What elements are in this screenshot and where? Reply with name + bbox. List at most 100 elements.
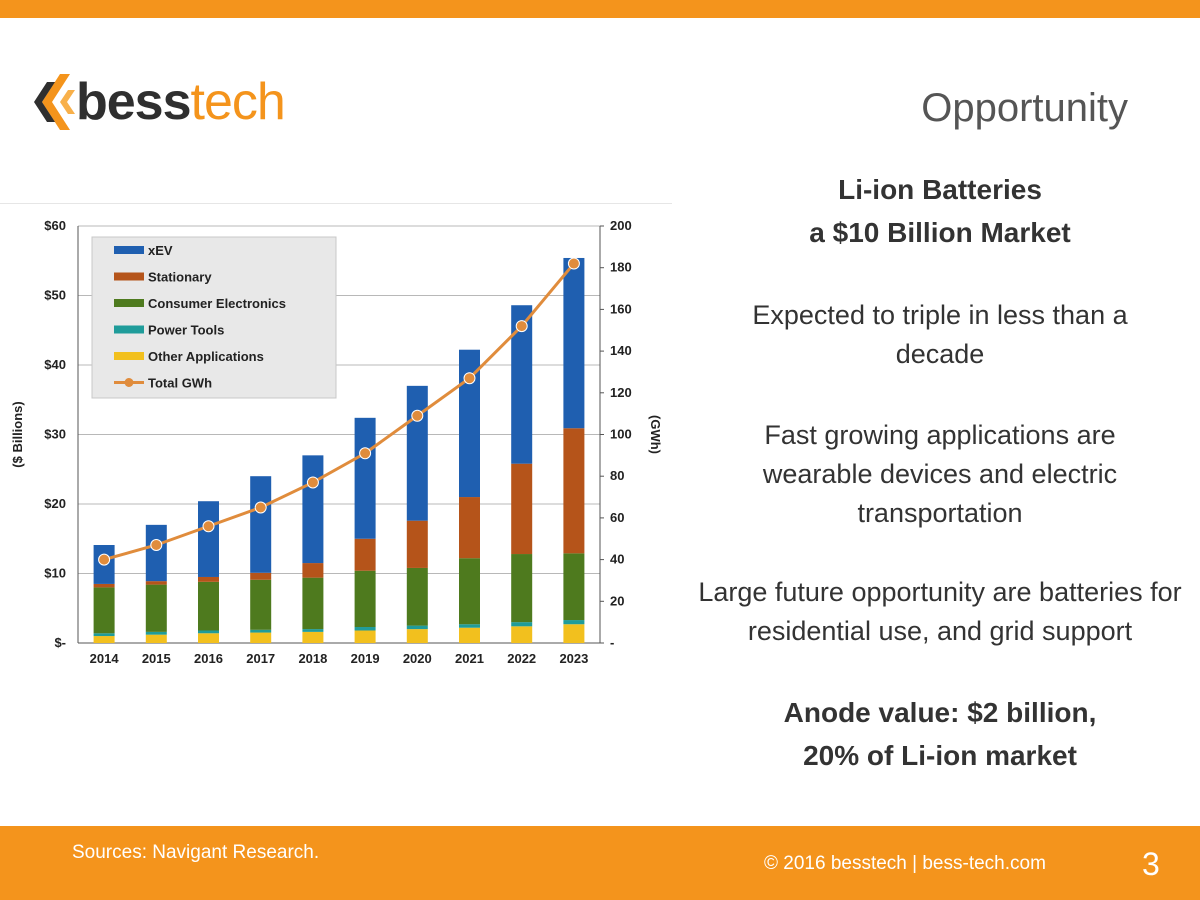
logo-wordmark-part2: tech <box>190 73 286 131</box>
bar-segment <box>93 636 115 643</box>
bar-segment <box>563 624 585 643</box>
x-tick-label: 2017 <box>246 651 275 666</box>
bar-segment <box>511 622 533 627</box>
bottom-accent-bar <box>0 826 1200 900</box>
bar-segment <box>354 630 376 643</box>
y2-tick-label: 140 <box>610 343 632 358</box>
bar-segment <box>354 538 376 571</box>
bar-segment <box>198 581 219 631</box>
total-gwh-point <box>359 447 372 460</box>
total-gwh-point <box>411 409 424 422</box>
total-gwh-line <box>103 262 576 562</box>
bar-segment <box>145 581 167 585</box>
bar-segment <box>563 428 585 554</box>
bar-segment <box>93 633 115 637</box>
bar-segment <box>93 587 115 634</box>
logo-chevron-icon <box>34 74 75 130</box>
bar-segment <box>302 577 324 630</box>
y2-tick-label: 120 <box>610 385 632 400</box>
bar-segment <box>302 631 324 643</box>
anode-value-line2: 20% of Li-ion market <box>803 740 1077 771</box>
point-triple: Expected to triple in less than a decade <box>752 300 1128 369</box>
bar-segment <box>302 455 324 564</box>
x-tick-label: 2014 <box>90 651 120 666</box>
bar-segment <box>198 576 219 582</box>
x-tick-label: 2022 <box>507 651 536 666</box>
x-tick-label: 2015 <box>142 651 171 666</box>
bar-segment <box>250 632 272 643</box>
y-tick-label: $50 <box>44 288 66 303</box>
headline-line2: a $10 Billion Market <box>809 217 1071 248</box>
legend-swatch <box>114 246 144 254</box>
total-gwh-point <box>515 320 528 333</box>
total-gwh-point <box>306 476 319 489</box>
bar-segment <box>250 579 272 630</box>
point-applications: Fast growing applications are wearable d… <box>762 420 1118 528</box>
y-tick-label: $30 <box>44 427 66 442</box>
bar-segment <box>354 627 376 631</box>
bar-segment <box>563 257 585 429</box>
market-chart: $- $10 $20 $30 $40 $50 $60 - 20 40 60 80 100 120 140 16… <box>0 203 672 689</box>
bar-segment <box>406 520 428 568</box>
logo-wordmark: besstech <box>76 73 286 131</box>
legend-entry: Power Tools <box>148 323 224 338</box>
bar-segment <box>145 584 167 632</box>
besstech-logo: besstech <box>30 70 330 134</box>
total-gwh-point <box>98 553 111 566</box>
bar-segment <box>406 625 428 630</box>
source-note: Sources: Navigant Research. <box>72 842 320 863</box>
bar-segment <box>459 558 480 625</box>
y2-tick-label: 100 <box>610 427 632 442</box>
y-tick-label: $60 <box>44 218 66 233</box>
y2-tick-label: 20 <box>610 593 624 608</box>
x-tick-label: 2020 <box>403 651 432 666</box>
legend-swatch <box>114 299 144 307</box>
copyright-note: © 2016 besstech | bess-tech.com <box>764 853 1046 874</box>
y-tick-label: $10 <box>44 566 66 581</box>
legend-box <box>91 236 337 399</box>
y2-tick-label: 160 <box>610 301 632 316</box>
slide-title: Opportunity <box>921 86 1128 130</box>
bar-segment <box>459 497 480 559</box>
legend-swatch <box>114 325 144 334</box>
total-gwh-point <box>567 257 580 270</box>
x-tick-label: 2016 <box>194 651 223 666</box>
bar-segment <box>354 570 376 628</box>
bar-segment <box>145 524 167 582</box>
bar-segment <box>459 627 480 643</box>
anode-value-line1: Anode value: $2 billion, <box>783 697 1097 728</box>
bar-segment <box>145 634 167 643</box>
y2-axis-title: (GWh) <box>648 415 663 454</box>
bar-segment <box>93 583 115 588</box>
x-tick-label: 2018 <box>298 651 327 666</box>
legend-swatch <box>124 378 134 387</box>
bar-segment <box>302 629 324 632</box>
legend-entry: Consumer Electronics <box>148 296 286 311</box>
legend-entry: Stationary <box>148 270 212 285</box>
y2-tick-label: 40 <box>610 552 624 567</box>
legend-swatch <box>114 272 144 281</box>
y-tick-label: $40 <box>44 357 66 372</box>
y2-tick-label: 60 <box>610 510 624 525</box>
x-tick-label: 2019 <box>351 651 380 666</box>
bar-segment <box>198 630 219 634</box>
bar-segment <box>511 305 533 464</box>
bar-segment <box>563 553 585 621</box>
bar-segment <box>302 563 324 578</box>
y-tick-label: $20 <box>44 496 66 511</box>
total-gwh-point <box>254 501 267 514</box>
bar-segment <box>250 572 272 580</box>
bar-segment <box>198 501 219 577</box>
bar-segment <box>563 620 585 625</box>
x-tick-label: 2021 <box>455 651 484 666</box>
legend-entry: Other Applications <box>148 349 264 364</box>
legend-entry: Total GWh <box>148 376 212 391</box>
total-gwh-point <box>463 372 476 385</box>
bar-segment <box>511 554 533 623</box>
logo-wordmark-part1: bess <box>76 73 192 131</box>
total-gwh-point <box>202 520 215 533</box>
bar-segment <box>511 626 533 643</box>
y-tick-label: $- <box>54 635 66 650</box>
y2-tick-label: 80 <box>610 468 624 483</box>
top-accent-bar <box>0 0 1200 18</box>
